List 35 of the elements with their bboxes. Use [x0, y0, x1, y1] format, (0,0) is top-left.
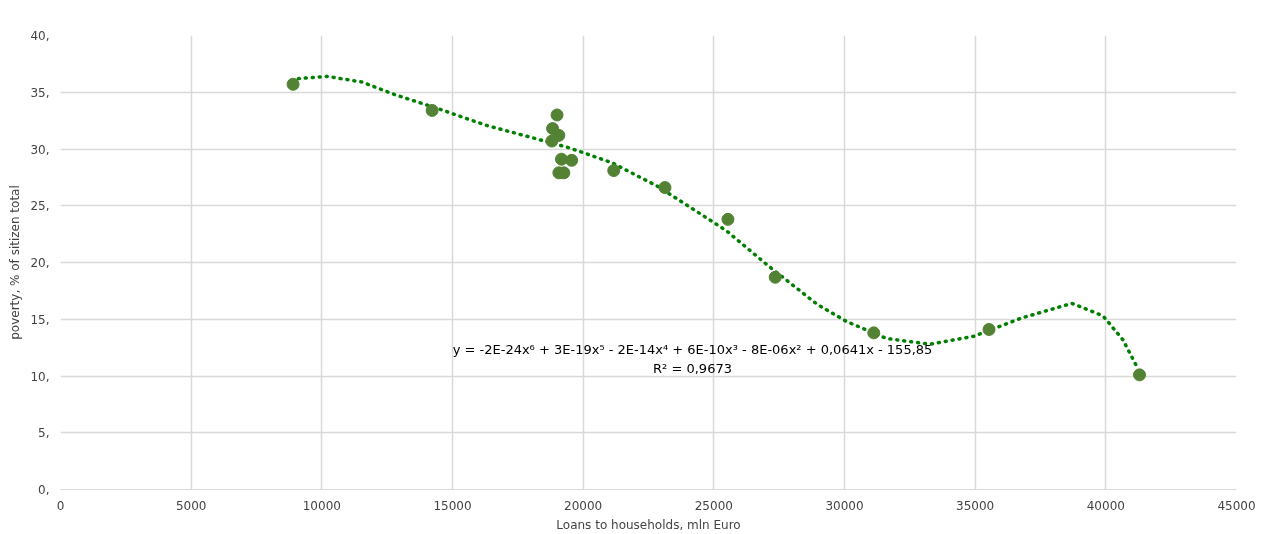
y-tick-label: 0,: [38, 483, 50, 497]
y-tick-label: 10,: [30, 369, 50, 384]
y-tick-label: 15,: [30, 312, 50, 327]
point: [658, 181, 672, 195]
y-tick-label: 25,: [30, 199, 50, 214]
x-tick-label: 35000: [956, 498, 995, 513]
y-tick-label: 40,: [30, 29, 50, 43]
x-tick-label: 20000: [564, 498, 603, 513]
x-tick-label: 40000: [1086, 498, 1125, 513]
x-tick-label: 5000: [175, 498, 207, 513]
point: [550, 108, 564, 122]
x-tick-label: 45000: [1217, 498, 1256, 513]
point: [286, 77, 300, 91]
y-axis-title: poverty, % of sitizen total: [8, 185, 23, 340]
x-tick-label: 30000: [825, 498, 864, 513]
x-tick-label: 0: [56, 498, 65, 513]
x-tick-label: 25000: [694, 498, 733, 513]
y-tick-label: 30,: [30, 142, 50, 157]
y-tick-label: 20,: [30, 256, 50, 270]
point: [721, 212, 735, 226]
annotation: R² = 0,9673: [653, 360, 732, 376]
point: [565, 153, 579, 167]
point: [1133, 368, 1147, 382]
point: [425, 103, 439, 117]
point: [867, 326, 881, 340]
point: [545, 134, 559, 148]
y-tick-label: 5,: [38, 426, 50, 441]
y-tick-label: 35,: [30, 85, 50, 100]
x-axis-title: Loans to households, mln Euro: [556, 517, 741, 532]
x-tick-label: 10000: [302, 498, 341, 513]
x-tick-label: 15000: [433, 498, 472, 513]
point: [607, 164, 621, 178]
point: [982, 322, 996, 336]
annotation: y = -2E-24x⁶ + 3E-19x⁵ - 2E-14x⁴ + 6E-10x³ - 8E-06x² + 0,0641x - 155,85: [452, 341, 933, 357]
point: [768, 270, 782, 284]
